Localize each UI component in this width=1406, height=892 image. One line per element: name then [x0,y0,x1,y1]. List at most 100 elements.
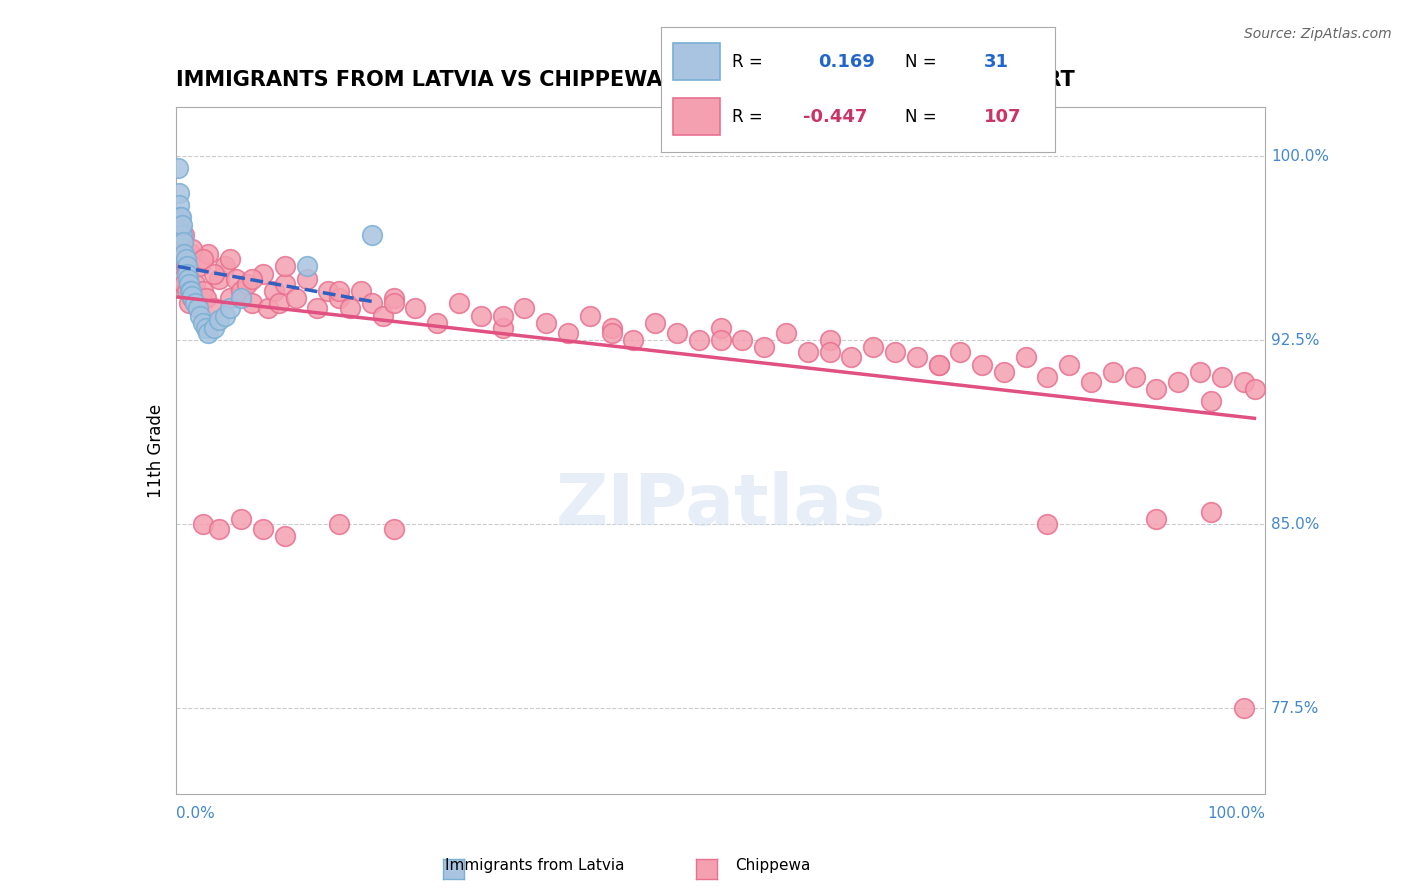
Point [191,252,214,267]
Text: Immigrants from Latvia: Immigrants from Latvia [444,858,624,872]
Point [214,260,236,274]
Point [350,284,373,298]
Text: R =: R = [731,53,762,70]
Point [180,247,202,261]
Point [167,211,190,225]
Point [318,284,340,298]
Point [208,522,231,536]
Point [257,301,280,316]
Text: 107: 107 [984,108,1021,126]
Point [1211,370,1233,384]
Point [307,301,329,316]
Point [928,358,950,372]
Point [186,301,209,316]
Text: 0.169: 0.169 [818,53,875,70]
Point [1167,375,1189,389]
Point [1123,370,1146,384]
Point [177,272,200,286]
Point [274,277,297,291]
Point [191,517,214,532]
Point [195,292,218,306]
Point [188,260,211,274]
Point [710,333,733,347]
Point [177,296,200,310]
Point [219,292,242,306]
Point [214,309,236,323]
Point [1036,517,1059,532]
Point [167,161,190,176]
Point [360,227,382,242]
Point [382,292,405,306]
Point [231,512,253,526]
Text: N =: N = [905,108,936,126]
Point [1057,358,1080,372]
Text: 85.0%: 85.0% [1271,516,1319,532]
Point [644,316,666,330]
Point [174,252,197,267]
Text: Chippewa: Chippewa [735,858,811,872]
Point [405,301,427,316]
Point [240,272,263,286]
Point [1199,394,1222,409]
Point [252,267,274,281]
Point [513,301,536,316]
Point [328,517,350,532]
Point [188,309,211,323]
Point [197,247,219,261]
Point [621,333,644,347]
Point [710,321,733,335]
Point [202,321,225,335]
Point [202,301,225,316]
FancyBboxPatch shape [672,98,720,136]
Point [252,522,274,536]
Point [219,252,242,267]
Point [170,252,193,267]
Point [274,260,297,274]
Point [600,321,623,335]
Point [284,292,307,306]
Point [170,223,193,237]
Point [470,309,492,323]
Point [219,301,242,316]
Point [181,243,204,257]
Point [172,267,194,281]
Point [1144,382,1167,396]
Point [447,296,470,310]
Point [775,326,797,340]
Point [274,529,297,543]
Point [731,333,754,347]
Point [1199,505,1222,519]
Point [170,211,193,225]
Point [184,296,207,310]
Point [754,340,776,354]
Text: Source: ZipAtlas.com: Source: ZipAtlas.com [1244,27,1392,41]
Point [177,277,200,291]
Point [197,326,219,340]
Point [1080,375,1102,389]
Point [231,284,253,298]
Point [382,296,405,310]
Text: ZIPatlas: ZIPatlas [555,471,886,540]
Point [208,272,231,286]
Y-axis label: 11th Grade: 11th Grade [146,403,165,498]
Point [181,292,204,306]
Point [328,292,350,306]
Point [269,296,291,310]
Point [231,292,253,306]
Text: -0.447: -0.447 [803,108,868,126]
Point [177,267,200,281]
Point [167,198,190,212]
Point [208,313,231,327]
Point [1232,701,1256,715]
Point [172,227,194,242]
Point [841,350,863,364]
Point [179,284,201,298]
Point [818,345,841,359]
Text: R =: R = [731,108,762,126]
Point [993,365,1015,379]
Point [181,289,204,303]
Point [360,296,382,310]
Point [1243,382,1265,396]
Point [339,301,361,316]
Point [184,277,207,291]
